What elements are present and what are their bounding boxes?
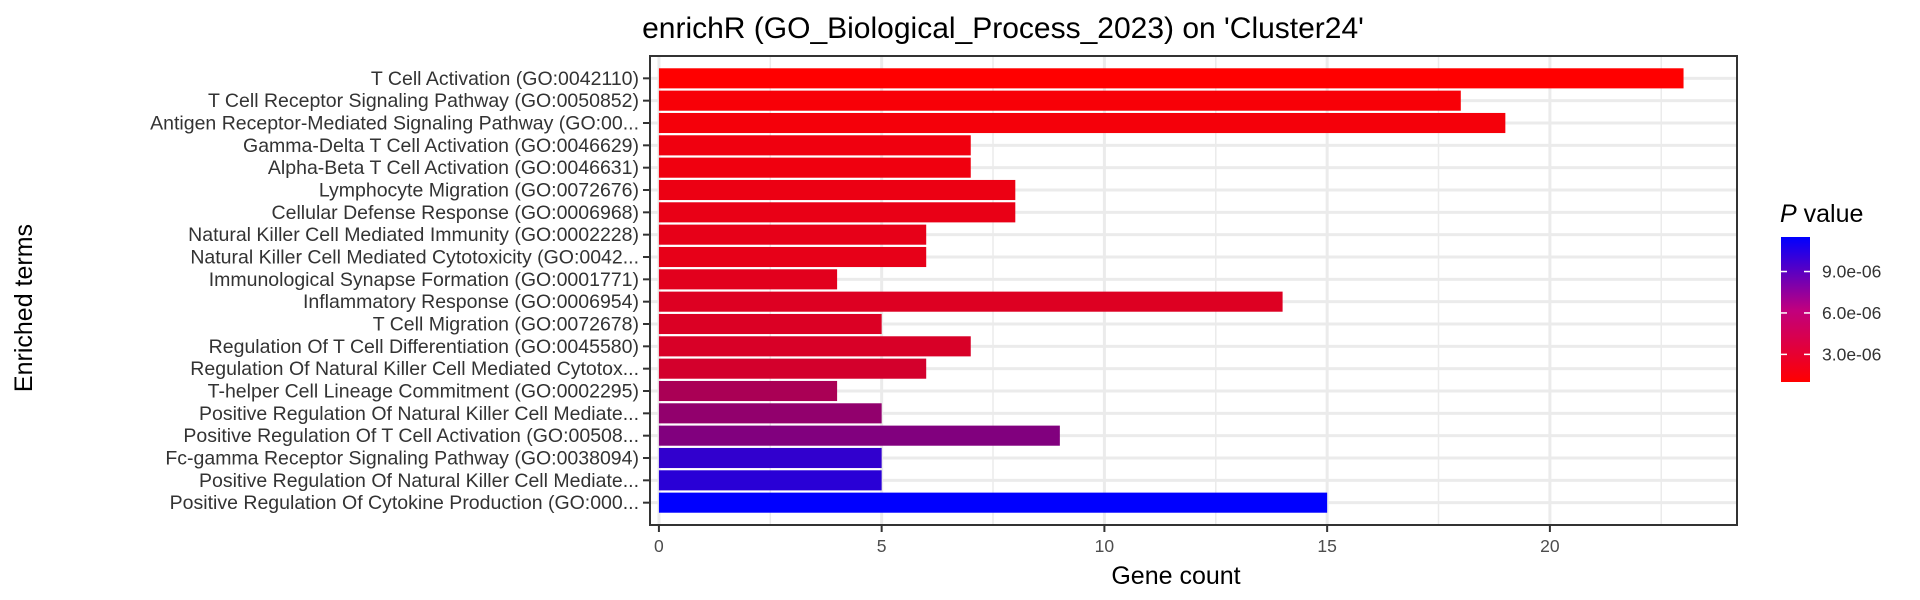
color-legend: P value 9.0e-06 6.0e-06 3.0e-06 [1780, 200, 1881, 382]
x-tick-label: 20 [1540, 536, 1560, 556]
y-tick-label: Positive Regulation Of T Cell Activation… [183, 425, 639, 447]
y-tick-label: Cellular Defense Response (GO:0006968) [272, 202, 639, 224]
x-tick-label: 10 [1095, 536, 1115, 556]
bar [658, 179, 1016, 201]
x-axis-title: Gene count [1111, 562, 1240, 590]
bar [658, 447, 882, 469]
bar [658, 492, 1328, 513]
y-tick-label: T Cell Receptor Signaling Pathway (GO:00… [208, 90, 639, 112]
plot-border [649, 55, 1738, 526]
y-axis-title: Enriched terms [10, 224, 38, 392]
y-tick-label: Fc-gamma Receptor Signaling Pathway (GO:… [165, 448, 639, 470]
legend-title-italic: P [1780, 200, 1797, 228]
plot-panel [650, 56, 1737, 525]
minor-gridlines [769, 56, 1663, 525]
x-tick-label: 0 [654, 536, 664, 556]
y-tick-label: Inflammatory Response (GO:0006954) [303, 291, 639, 313]
bar [658, 157, 971, 178]
bar [658, 68, 1684, 89]
y-tick-label: Natural Killer Cell Mediated Cytotoxicit… [190, 247, 639, 269]
x-tick-label: 5 [877, 536, 887, 556]
y-tick-label: Gamma-Delta T Cell Activation (GO:004662… [243, 135, 639, 157]
legend-tick-label: 9.0e-06 [1822, 262, 1881, 282]
y-tick-label: T Cell Migration (GO:0072678) [373, 314, 639, 336]
bar [658, 224, 927, 245]
legend-title: P value [1780, 200, 1863, 228]
y-tick-label: Positive Regulation Of Cytokine Producti… [170, 492, 639, 514]
bar [658, 291, 1283, 312]
bar [658, 269, 838, 290]
y-tick-label: Immunological Synapse Formation (GO:0001… [209, 269, 639, 291]
bar [658, 112, 1506, 134]
legend-tick-label: 3.0e-06 [1822, 344, 1881, 364]
bars-group [658, 68, 1684, 513]
legend-title-rest: value [1797, 200, 1864, 228]
chart-title: enrichR (GO_Biological_Process_2023) on … [642, 12, 1364, 45]
bar [658, 336, 971, 357]
legend-colorbar [1781, 237, 1810, 382]
bar [658, 358, 927, 379]
y-axis-ticks [643, 77, 650, 504]
bar [658, 135, 971, 156]
bar [658, 202, 1016, 223]
x-axis-ticks [657, 525, 1551, 532]
legend-ticks: 9.0e-06 6.0e-06 3.0e-06 [1781, 262, 1881, 364]
y-tick-label: Lymphocyte Migration (GO:0072676) [319, 180, 639, 202]
y-tick-label: T Cell Activation (GO:0042110) [371, 68, 639, 90]
y-tick-label: T-helper Cell Lineage Commitment (GO:000… [208, 381, 639, 403]
bar [658, 246, 927, 268]
legend-tick-label: 6.0e-06 [1822, 303, 1881, 323]
bar [658, 313, 882, 335]
y-tick-label: Antigen Receptor-Mediated Signaling Path… [150, 113, 639, 135]
bar [658, 403, 882, 424]
bar [658, 425, 1060, 446]
y-tick-label: Positive Regulation Of Natural Killer Ce… [199, 403, 639, 425]
y-tick-label: Regulation Of Natural Killer Cell Mediat… [190, 358, 639, 380]
y-axis-labels: T Cell Activation (GO:0042110)T Cell Rec… [150, 68, 639, 514]
y-tick-label: Natural Killer Cell Mediated Immunity (G… [188, 224, 639, 246]
x-axis-labels: 0 5 10 15 20 [654, 536, 1560, 556]
y-tick-label: Positive Regulation Of Natural Killer Ce… [199, 470, 639, 492]
bar [658, 470, 882, 491]
y-tick-label: Alpha-Beta T Cell Activation (GO:0046631… [268, 157, 639, 179]
bar [658, 90, 1461, 111]
bar [658, 380, 838, 402]
y-tick-label: Regulation Of T Cell Differentiation (GO… [209, 336, 639, 358]
x-tick-label: 15 [1317, 536, 1336, 556]
